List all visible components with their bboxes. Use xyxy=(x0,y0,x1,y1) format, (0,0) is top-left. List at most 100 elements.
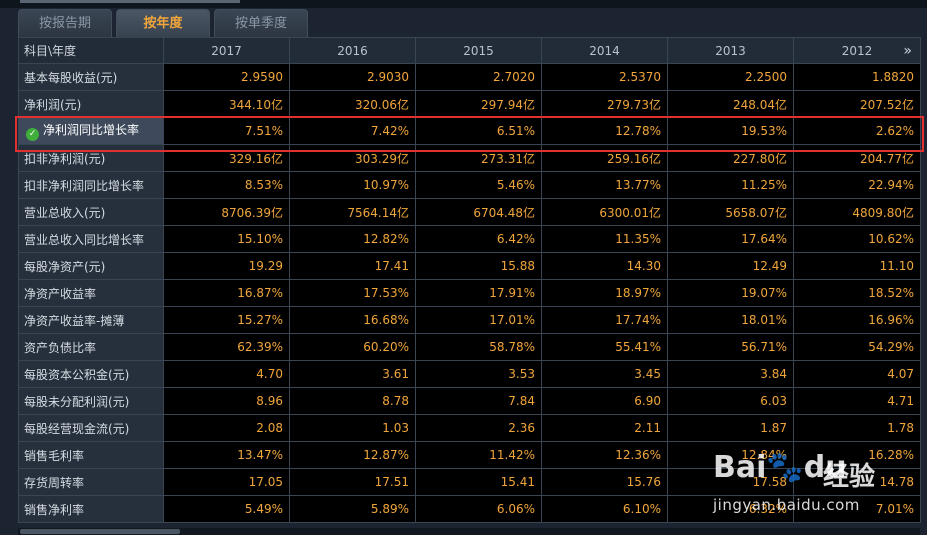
table-cell: 16.96% xyxy=(793,306,921,334)
year-header[interactable]: 2015 xyxy=(415,37,542,64)
row-label: 每股资本公积金(元) xyxy=(18,360,164,388)
table-cell: 13.47% xyxy=(163,441,290,469)
table-row[interactable]: 营业总收入(元) 8706.39亿 7564.14亿 6704.48亿 6300.01亿… xyxy=(18,198,921,226)
tab-2[interactable]: 按单季度 xyxy=(214,9,308,37)
table-cell: 17.51 xyxy=(289,468,416,496)
more-columns-icon[interactable]: » xyxy=(903,43,912,59)
period-tabs: 按报告期 按年度 按单季度 xyxy=(18,9,308,37)
year-header[interactable]: 2013 xyxy=(667,37,794,64)
row-label-text: 销售毛利率 xyxy=(24,448,85,463)
table-cell: 273.31亿 xyxy=(415,144,542,172)
table-cell: 15.27% xyxy=(163,306,290,334)
row-label-text: 净利润(元) xyxy=(24,97,82,112)
table-row[interactable]: 每股资本公积金(元) 4.70 3.61 3.53 3.45 3.84 4.07 xyxy=(18,360,921,388)
row-label-text: 基本每股收益(元) xyxy=(24,70,118,85)
row-label-text: 存货周转率 xyxy=(24,475,85,490)
table-cell: 17.58 xyxy=(667,468,794,496)
table-cell: 5.46% xyxy=(415,171,542,199)
table-cell: 207.52亿 xyxy=(793,90,921,118)
table-row[interactable]: 净利润(元) 344.10亿 320.06亿 297.94亿 279.73亿 248.04… xyxy=(18,90,921,118)
top-strip xyxy=(0,0,927,8)
cropped-header xyxy=(20,0,240,3)
row-label: 扣非净利润同比增长率 xyxy=(18,171,164,199)
table-cell: 6300.01亿 xyxy=(541,198,668,226)
table-cell: 11.10 xyxy=(793,252,921,280)
table-cell: 1.78 xyxy=(793,414,921,442)
table-cell: 6.10% xyxy=(541,495,668,523)
table-cell: 11.25% xyxy=(667,171,794,199)
table-cell: 19.07% xyxy=(667,279,794,307)
row-label-text: 每股净资产(元) xyxy=(24,259,106,274)
table-row[interactable]: 每股未分配利润(元) 8.96 8.78 7.84 6.90 6.03 4.71 xyxy=(18,387,921,415)
tab-0[interactable]: 按报告期 xyxy=(18,9,112,37)
table-cell: 7.51% xyxy=(163,117,290,145)
year-header[interactable]: 2017 xyxy=(163,37,290,64)
table-cell: 2.36 xyxy=(415,414,542,442)
table-cell: 17.74% xyxy=(541,306,668,334)
table-cell: 6.03 xyxy=(667,387,794,415)
row-label: 净资产收益率-摊薄 xyxy=(18,306,164,334)
table-cell: 4.70 xyxy=(163,360,290,388)
table-cell: 2.62% xyxy=(793,117,921,145)
table-row[interactable]: 扣非净利润(元) 329.16亿 303.29亿 273.31亿 259.16亿 227.… xyxy=(18,144,921,172)
table-cell: 7564.14亿 xyxy=(289,198,416,226)
table-row[interactable]: 每股净资产(元) 19.29 17.41 15.88 14.30 12.49 11.10 xyxy=(18,252,921,280)
row-label: ✓ 净利润同比增长率 xyxy=(18,117,164,145)
table-cell: 7.84 xyxy=(415,387,542,415)
table-cell: 2.9590 xyxy=(163,63,290,91)
table-cell: 3.45 xyxy=(541,360,668,388)
table-row[interactable]: 存货周转率 17.05 17.51 15.41 15.76 17.58 14.78 xyxy=(18,468,921,496)
table-cell: 6.32% xyxy=(667,495,794,523)
table-cell: 54.29% xyxy=(793,333,921,361)
table-cell: 2.5370 xyxy=(541,63,668,91)
table-cell: 17.41 xyxy=(289,252,416,280)
table-row[interactable]: 净资产收益率 16.87% 17.53% 17.91% 18.97% 19.07% 18.5… xyxy=(18,279,921,307)
table-cell: 5.89% xyxy=(289,495,416,523)
table-row[interactable]: 资产负债比率 62.39% 60.20% 58.78% 55.41% 56.71% 54.2… xyxy=(18,333,921,361)
table-cell: 56.71% xyxy=(667,333,794,361)
row-label: 每股经营现金流(元) xyxy=(18,414,164,442)
header-row: 科目\年度 2017 2016 2015 2014 2013 2012 » xyxy=(18,37,921,64)
table-cell: 6.51% xyxy=(415,117,542,145)
horizontal-scrollbar[interactable] xyxy=(18,528,920,535)
scrollbar-thumb[interactable] xyxy=(20,529,180,534)
row-label: 营业总收入(元) xyxy=(18,198,164,226)
table-cell: 279.73亿 xyxy=(541,90,668,118)
row-label-text: 营业总收入同比增长率 xyxy=(24,232,145,247)
table-row[interactable]: 扣非净利润同比增长率 8.53% 10.97% 5.46% 13.77% 11.25% 22… xyxy=(18,171,921,199)
table-row[interactable]: 销售净利率 5.49% 5.89% 6.06% 6.10% 6.32% 7.01% xyxy=(18,495,921,523)
table-cell: 17.91% xyxy=(415,279,542,307)
table-cell: 19.53% xyxy=(667,117,794,145)
row-label: 销售净利率 xyxy=(18,495,164,523)
table-cell: 1.87 xyxy=(667,414,794,442)
table-cell: 6704.48亿 xyxy=(415,198,542,226)
row-label-text: 营业总收入(元) xyxy=(24,205,106,220)
table-cell: 18.01% xyxy=(667,306,794,334)
table-cell: 15.41 xyxy=(415,468,542,496)
table-row[interactable]: 基本每股收益(元) 2.9590 2.9030 2.7020 2.5370 2.2500 1… xyxy=(18,63,921,91)
table-cell: 297.94亿 xyxy=(415,90,542,118)
table-row[interactable]: 营业总收入同比增长率 15.10% 12.82% 6.42% 11.35% 17.64% 1… xyxy=(18,225,921,253)
table-cell: 10.97% xyxy=(289,171,416,199)
table-cell: 58.78% xyxy=(415,333,542,361)
year-header[interactable]: 2012 » xyxy=(793,37,921,64)
table-cell: 7.01% xyxy=(793,495,921,523)
table-row[interactable]: 销售毛利率 13.47% 12.87% 11.42% 12.36% 12.84% 16.28… xyxy=(18,441,921,469)
table-row[interactable]: ✓ 净利润同比增长率 7.51% 7.42% 6.51% 12.78% 19.53% 2.62… xyxy=(18,117,921,145)
table-cell: 17.64% xyxy=(667,225,794,253)
table-cell: 204.77亿 xyxy=(793,144,921,172)
table-cell: 7.42% xyxy=(289,117,416,145)
table-cell: 6.90 xyxy=(541,387,668,415)
table-cell: 2.08 xyxy=(163,414,290,442)
table-cell: 17.53% xyxy=(289,279,416,307)
table-cell: 8.96 xyxy=(163,387,290,415)
table-cell: 62.39% xyxy=(163,333,290,361)
table-cell: 16.68% xyxy=(289,306,416,334)
row-label: 基本每股收益(元) xyxy=(18,63,164,91)
table-row[interactable]: 每股经营现金流(元) 2.08 1.03 2.36 2.11 1.87 1.78 xyxy=(18,414,921,442)
year-header[interactable]: 2016 xyxy=(289,37,416,64)
table-cell: 1.8820 xyxy=(793,63,921,91)
year-header[interactable]: 2014 xyxy=(541,37,668,64)
tab-1[interactable]: 按年度 xyxy=(116,9,210,37)
table-row[interactable]: 净资产收益率-摊薄 15.27% 16.68% 17.01% 17.74% 18.01% 1… xyxy=(18,306,921,334)
